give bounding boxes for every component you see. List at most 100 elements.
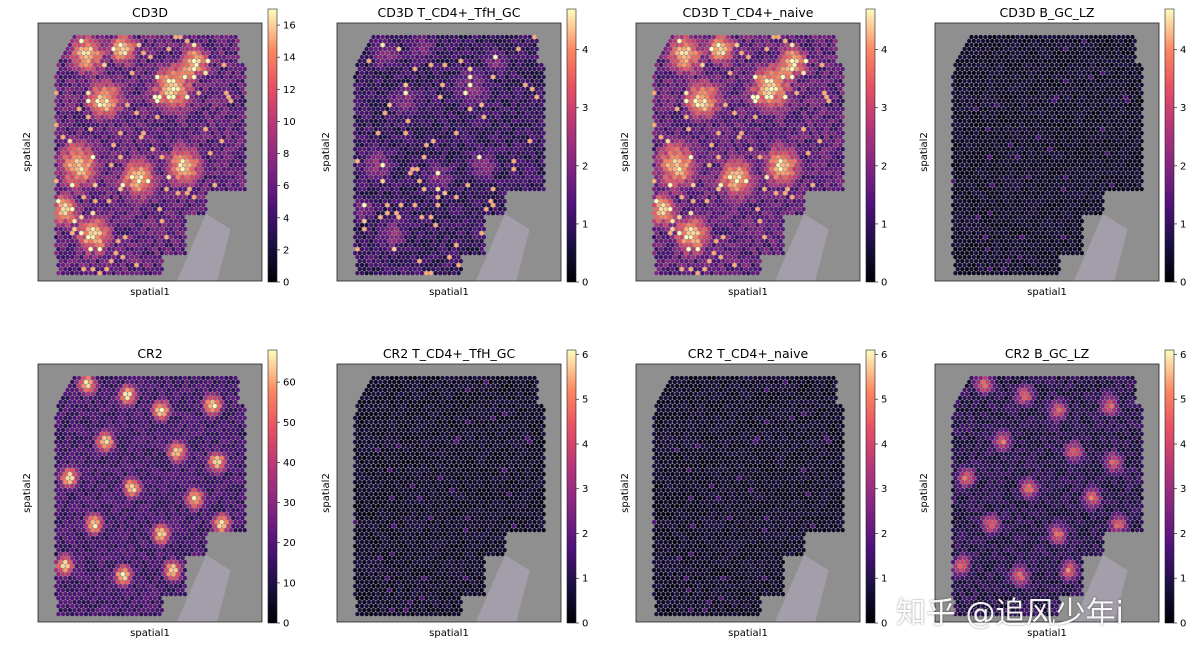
spot [417,203,422,208]
spot [833,70,838,76]
spot [150,155,155,160]
spot [826,50,832,56]
spot [189,38,194,44]
spot [366,243,371,248]
spot [95,203,100,208]
spot [675,74,680,80]
spot [714,54,719,60]
spot [470,175,475,180]
spot [419,215,424,220]
spot [77,139,82,144]
spot [405,135,411,140]
spot [422,203,427,208]
spot [440,179,445,184]
spot [362,227,367,232]
spot [357,114,362,120]
spot [824,86,829,92]
spot [495,90,500,96]
spot [746,86,751,92]
spot [504,114,509,120]
spot [58,259,63,264]
spot [447,175,452,180]
spot [143,143,148,148]
spot [120,94,125,100]
spot [189,167,194,172]
spot [120,151,125,156]
spot [169,203,174,208]
spot [238,179,243,184]
spot [192,98,197,104]
spot [382,127,388,132]
spot [74,191,79,196]
spot [399,243,404,248]
spot [162,207,167,212]
spot [445,179,450,184]
spot [139,86,144,92]
spot [382,223,388,228]
spot [143,263,148,268]
spot [378,135,383,140]
spot [520,86,526,92]
spot [141,114,146,120]
spot [817,34,822,40]
spot [523,58,528,64]
spot [116,271,121,276]
spot [415,271,420,276]
spot [157,127,162,132]
spot [527,179,533,184]
spot [208,54,213,60]
spot [389,114,394,120]
spot [380,243,385,248]
spot [65,191,70,196]
spot [369,199,374,204]
spot [178,122,183,128]
spot [210,114,215,120]
spot [704,70,710,76]
spot [419,54,424,60]
spot [468,90,473,96]
spot [224,131,229,136]
spot [408,106,413,112]
spot [401,54,406,60]
spot [410,247,415,252]
spot [422,90,427,96]
spot [169,50,174,56]
spot [412,74,417,80]
spot [502,38,507,44]
spot [484,135,489,140]
spot [60,143,66,148]
spot [90,171,95,176]
spot [422,147,427,152]
spot [537,187,542,192]
spot [155,147,160,152]
spot [83,54,89,60]
spot [146,147,151,152]
spot [412,163,417,168]
spot [479,151,484,156]
spot [399,155,404,160]
spot [111,118,116,124]
spot [100,42,105,48]
spot [362,74,367,80]
spot [426,74,431,80]
spot [479,191,484,196]
spot [171,239,176,244]
spot [493,151,498,156]
spot [424,183,429,188]
spot [670,66,675,72]
spot [58,203,63,208]
spot [424,110,429,116]
spot [727,62,733,68]
spot [461,199,466,204]
spot [143,215,148,220]
spot [387,70,392,76]
spot [111,231,116,236]
spot [737,86,742,92]
spot [463,203,468,208]
spot [380,34,385,40]
spot [369,167,374,172]
spot [125,70,130,76]
spot [58,171,63,176]
spot [507,159,512,164]
spot [219,147,224,152]
